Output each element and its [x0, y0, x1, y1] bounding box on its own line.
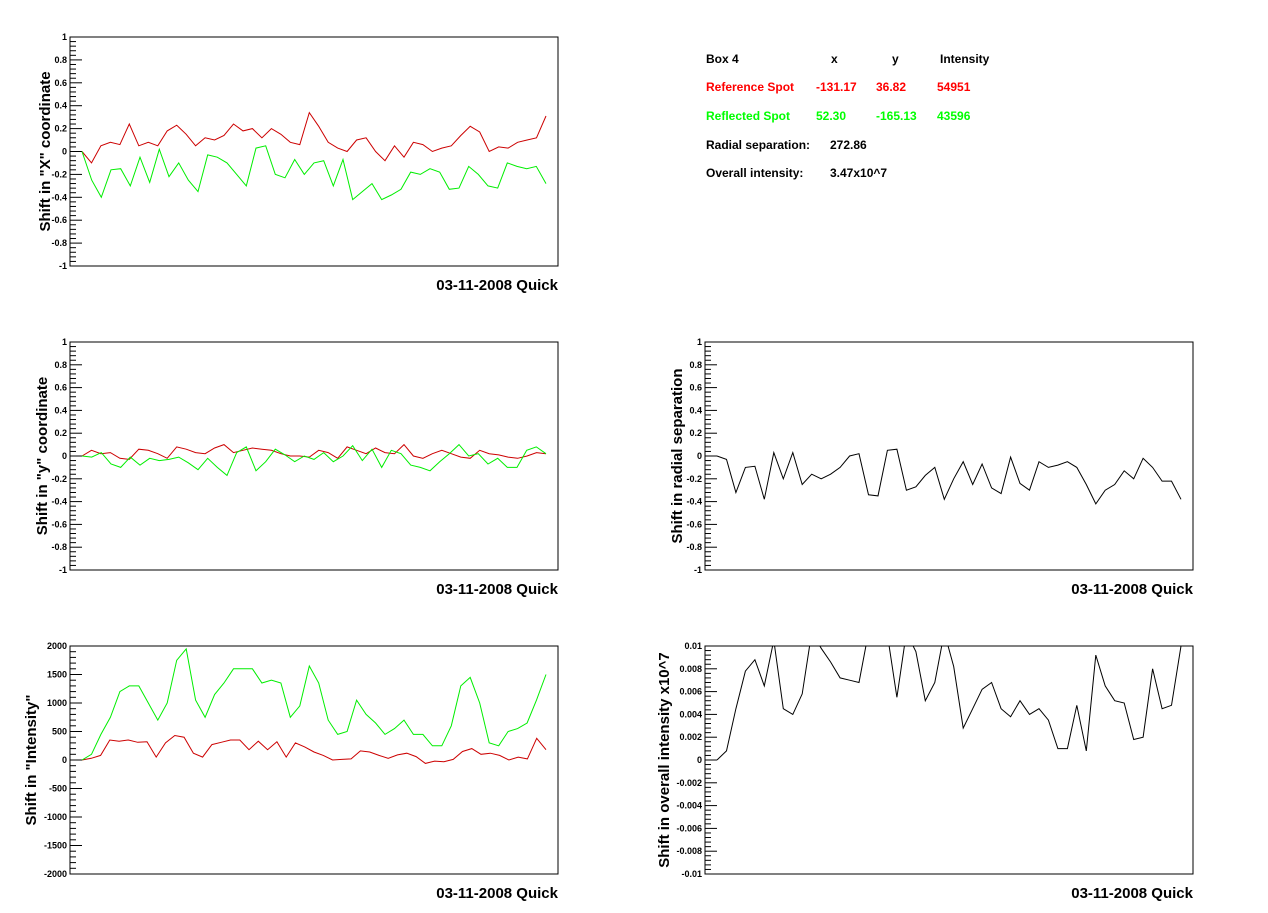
y-tick-label: 1500	[47, 670, 67, 680]
series-line-1	[716, 646, 1182, 761]
chart-footer-label: 03-11-2008 Quick	[436, 885, 558, 902]
reflected-spot-y: -165.13	[876, 109, 917, 123]
reference-spot-x: -131.17	[816, 80, 857, 94]
reflected-spot-x: 52.30	[816, 109, 847, 123]
y-tick-label: 0.6	[54, 78, 67, 88]
y-tick-label: -0.4	[51, 497, 67, 507]
y-tick-label: -0.002	[676, 778, 702, 788]
y-tick-label: -1	[694, 565, 702, 575]
series-line-1	[81, 443, 547, 460]
chart-footer-label: 03-11-2008 Quick	[436, 277, 558, 294]
y-tick-label: -1	[59, 261, 67, 271]
info-y-header: y	[892, 52, 899, 66]
y-tick-label: 0	[697, 755, 702, 765]
y-axis-label: Shift in "y" coordinate	[34, 377, 51, 535]
y-tick-label: -0.2	[51, 169, 67, 179]
y-tick-label: -0.6	[51, 215, 67, 225]
overall-intensity-value: 3.47x10^7	[830, 166, 888, 180]
chart-2: -1 -0.8 -0.6 -0.4 -0.2 0 0.2 0.4 0.6 0.8 1 Shift in…	[34, 337, 559, 598]
y-tick-label: -500	[49, 784, 67, 794]
y-tick-label: 0.008	[679, 664, 702, 674]
y-tick-label: 2000	[47, 641, 67, 651]
info-table: Box 4 x y Intensity Reference Spot -131.…	[706, 52, 1026, 192]
info-x-header: x	[831, 52, 838, 66]
reflected-spot-intensity: 43596	[937, 109, 971, 123]
plot-frame	[704, 341, 1194, 571]
series-line-1	[81, 734, 547, 764]
y-tick-label: 0.2	[54, 124, 67, 134]
y-tick-label: -1	[59, 565, 67, 575]
y-tick-label: 1	[62, 337, 67, 347]
chart-3: -1 -0.8 -0.6 -0.4 -0.2 0 0.2 0.4 0.6 0.8 1 Shift in…	[669, 337, 1194, 598]
y-tick-label: -1500	[44, 841, 67, 851]
y-tick-label: 0.2	[54, 428, 67, 438]
y-tick-label: -0.8	[51, 542, 67, 552]
reference-spot-intensity: 54951	[937, 80, 971, 94]
y-tick-label: -0.01	[681, 869, 702, 879]
y-axis-label: Shift in radial separation	[669, 368, 686, 543]
y-tick-label: -0.2	[51, 474, 67, 484]
chart-footer-label: 03-11-2008 Quick	[436, 581, 558, 598]
reflected-spot-label: Reflected Spot	[706, 109, 791, 123]
y-tick-label: -0.6	[686, 519, 702, 529]
y-tick-label: 0.004	[679, 709, 702, 719]
y-tick-label: 0.6	[689, 383, 702, 393]
y-tick-label: 0.4	[54, 405, 67, 415]
y-tick-label: 1000	[47, 698, 67, 708]
y-tick-label: -0.006	[676, 823, 702, 833]
y-tick-label: -0.008	[676, 846, 702, 856]
series-line-2	[81, 443, 547, 477]
y-tick-label: 0.4	[689, 405, 702, 415]
y-tick-label: 0.01	[684, 641, 702, 651]
series-line-1	[81, 111, 547, 164]
y-tick-label: -0.2	[686, 474, 702, 484]
y-axis-label: Shift in "X" coordinate	[37, 71, 54, 231]
y-axis-label: Shift in overall intensity x10^7	[656, 652, 673, 868]
y-tick-label: 0.2	[689, 428, 702, 438]
y-axis-label: Shift in "Intensity"	[23, 695, 40, 826]
reference-spot-label: Reference Spot	[706, 80, 795, 94]
series-line-1	[716, 448, 1182, 505]
y-tick-label: 0.6	[54, 383, 67, 393]
info-box-label: Box 4	[706, 52, 739, 66]
y-tick-label: 0.006	[679, 687, 702, 697]
y-tick-label: 0	[62, 147, 67, 157]
y-tick-label: 1	[62, 32, 67, 42]
radial-separation-label: Radial separation:	[706, 138, 811, 152]
radial-separation-value: 272.86	[830, 138, 867, 152]
y-tick-label: 0.4	[54, 101, 67, 111]
y-tick-label: 0	[697, 451, 702, 461]
y-tick-label: -2000	[44, 869, 67, 879]
plot-frame	[69, 341, 559, 571]
info-intensity-header: Intensity	[940, 52, 990, 66]
y-tick-label: 500	[52, 727, 67, 737]
reference-spot-y: 36.82	[876, 80, 907, 94]
y-tick-label: 0.8	[689, 360, 702, 370]
y-tick-label: -0.004	[676, 801, 702, 811]
y-tick-label: 0	[62, 451, 67, 461]
y-tick-label: -1000	[44, 812, 67, 822]
y-tick-label: 0.002	[679, 732, 702, 742]
y-tick-label: 0	[62, 755, 67, 765]
series-line-2	[81, 647, 547, 761]
y-tick-label: -0.4	[686, 497, 702, 507]
chart-1: -1 -0.8 -0.6 -0.4 -0.2 0 0.2 0.4 0.6 0.8 1 Shift in…	[37, 32, 559, 294]
overall-intensity-label: Overall intensity:	[706, 166, 804, 180]
y-tick-label: -0.4	[51, 192, 67, 202]
plot-frame	[69, 645, 559, 875]
chart-5: -0.01 -0.008 -0.006 -0.004 -0.002 0 0.002 0.004…	[656, 641, 1194, 902]
y-tick-label: -0.6	[51, 519, 67, 529]
y-tick-label: 0.8	[54, 55, 67, 65]
chart-footer-label: 03-11-2008 Quick	[1071, 581, 1193, 598]
chart-footer-label: 03-11-2008 Quick	[1071, 885, 1193, 902]
series-line-2	[81, 145, 547, 201]
y-tick-label: -0.8	[686, 542, 702, 552]
plot-frame	[704, 645, 1194, 875]
chart-4: -2000 -1500 -1000 -500 0 500 1000 1500 2000 Shift…	[23, 641, 559, 902]
y-tick-label: -0.8	[51, 238, 67, 248]
plot-frame	[69, 36, 559, 267]
y-tick-label: 0.8	[54, 360, 67, 370]
y-tick-label: 1	[697, 337, 702, 347]
